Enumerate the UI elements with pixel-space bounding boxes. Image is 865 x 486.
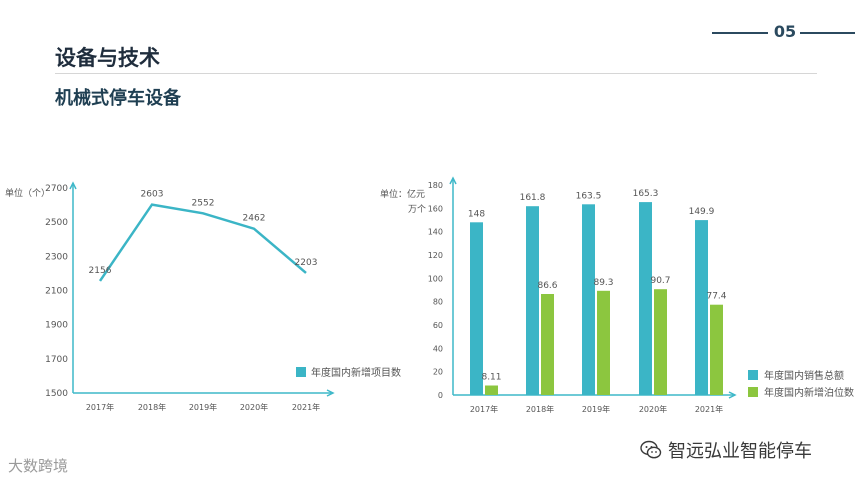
y-tick-label: 2500 — [45, 218, 68, 228]
legend-swatch — [748, 387, 758, 397]
data-label: 163.5 — [576, 191, 602, 201]
data-label: 2462 — [243, 214, 266, 224]
watermark-left-text: 大数跨境 — [8, 457, 69, 475]
data-label: 86.6 — [537, 281, 557, 291]
bar-new-parking-spaces — [654, 289, 667, 395]
data-label: 148 — [468, 209, 485, 219]
data-label: 149.9 — [689, 207, 715, 217]
y-tick-label: 100 — [428, 274, 443, 283]
legend-label: 年度国内新增泊位数 — [764, 386, 854, 399]
y-axis-arrow — [449, 176, 457, 185]
bar-new-parking-spaces — [710, 304, 723, 395]
x-tick-label: 2021年 — [695, 404, 723, 414]
x-tick-label: 2018年 — [138, 402, 166, 412]
x-tick-label: 2017年 — [470, 404, 498, 414]
y-unit-label-line2: 万个 — [408, 204, 426, 215]
data-label: 90.7 — [650, 276, 670, 286]
data-label: 2603 — [141, 190, 164, 200]
line-chart: 单位（个） 1500 1700 1900 2100 2300 2500 2700 2017年 20… — [5, 181, 401, 412]
y-tick-label: 1500 — [45, 389, 68, 399]
data-label: 2203 — [295, 258, 318, 268]
bar-new-parking-spaces — [597, 290, 610, 395]
y-axis-arrow — [69, 181, 77, 190]
legend-label: 年度国内新增项目数 — [311, 366, 401, 379]
section-subtitle: 机械式停车设备 — [55, 88, 181, 109]
page-number-line-right — [800, 32, 855, 34]
title-divider — [55, 73, 817, 74]
data-label: 165.3 — [633, 189, 659, 199]
bar-sales-total — [582, 204, 595, 396]
watermark-left: 大数跨境 — [8, 455, 68, 476]
x-tick-label: 2019年 — [582, 404, 610, 414]
y-tick-label: 180 — [428, 181, 443, 190]
page-number-line-left — [712, 32, 768, 34]
bar-sales-total — [639, 202, 652, 395]
data-label: 161.8 — [520, 193, 546, 203]
y-tick-label: 2700 — [45, 184, 68, 194]
data-label: 89.3 — [593, 278, 613, 288]
x-axis-arrow — [728, 391, 737, 399]
watermark-right-text: 智远弘业智能停车 — [668, 441, 812, 462]
y-unit-label: 单位（个） — [5, 187, 50, 199]
bar-new-parking-spaces — [541, 294, 554, 395]
legend-swatch — [748, 370, 758, 380]
data-label: 8.11 — [481, 373, 501, 383]
data-label: 2552 — [192, 198, 215, 208]
y-tick-label: 120 — [428, 251, 443, 260]
x-tick-label: 2019年 — [189, 402, 217, 412]
y-tick-label: 80 — [433, 298, 443, 307]
bar-sales-total — [695, 220, 708, 395]
watermark-right: 智远弘业智能停车 — [640, 437, 812, 463]
y-tick-label: 2300 — [45, 252, 68, 262]
data-label: 77.4 — [706, 292, 726, 302]
x-tick-label: 2020年 — [240, 402, 268, 412]
x-axis-arrow — [326, 389, 335, 397]
legend-label: 年度国内销售总额 — [764, 369, 844, 382]
data-label: 2156 — [89, 266, 112, 276]
bar-sales-total — [526, 206, 539, 395]
section-title: 设备与技术 — [55, 46, 160, 70]
y-tick-label: 140 — [428, 228, 443, 237]
line-series — [98, 203, 307, 282]
x-tick-label: 2017年 — [86, 402, 114, 412]
x-tick-label: 2020年 — [639, 404, 667, 414]
y-tick-label: 160 — [428, 204, 443, 213]
x-tick-label: 2021年 — [292, 402, 320, 412]
y-tick-label: 60 — [433, 321, 443, 330]
y-tick-label: 2100 — [45, 287, 68, 297]
y-tick-label: 40 — [433, 344, 443, 353]
y-unit-label-line1: 单位：亿元 — [380, 188, 425, 200]
bar-sales-total — [470, 222, 483, 395]
x-tick-label: 2018年 — [526, 404, 554, 414]
y-tick-label: 0 — [438, 391, 443, 400]
y-tick-label: 1900 — [45, 321, 68, 331]
wechat-icon — [640, 440, 662, 459]
page-number: 05 — [773, 22, 797, 41]
y-tick-label: 20 — [433, 368, 443, 377]
y-tick-label: 1700 — [45, 355, 68, 365]
legend-swatch — [296, 367, 306, 377]
bar-new-parking-spaces — [485, 385, 498, 395]
